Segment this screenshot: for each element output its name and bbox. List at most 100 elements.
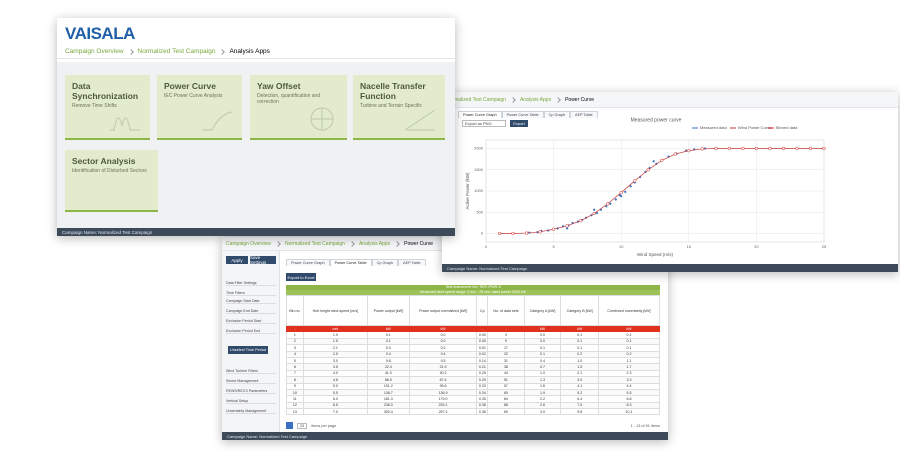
page-button[interactable]: [286, 422, 293, 429]
sidebar-item[interactable]: Data Filter Settings: [226, 281, 276, 286]
app-tile[interactable]: Nacelle Transfer Function Turbine and Ter…: [353, 75, 445, 140]
tab[interactable]: Cp Graph: [371, 259, 399, 266]
table-cell: 0.1: [523, 350, 562, 358]
crumb[interactable]: Normalized Test Campaign: [137, 48, 216, 55]
crumb: Power Curve: [565, 96, 594, 103]
tab[interactable]: Power Curve Graph: [458, 111, 502, 118]
x-tick-label: 0: [485, 244, 488, 249]
table-cell: 8.3: [597, 401, 660, 410]
bin-marker: [524, 231, 529, 235]
column-header: Category B [kW]: [560, 295, 599, 326]
sidebar-item[interactable]: Wind Turbine Filters: [226, 369, 276, 374]
sidebar-item[interactable]: REWS/RECS Parameters: [226, 389, 276, 394]
tab[interactable]: Cp Graph: [543, 111, 571, 118]
bin-marker: [660, 158, 664, 163]
tile-subtitle: Remove Time Shifts: [72, 103, 117, 109]
data-point: [565, 227, 569, 230]
units-row: - m/s kW kW - - kW kW kW: [286, 324, 660, 333]
sidebar-item[interactable]: Campaign End Date: [226, 309, 276, 314]
table-cell: 5.0: [302, 382, 368, 390]
crumb[interactable]: Normalized Test Campaign: [285, 240, 345, 247]
sidebar-item[interactable]: Exclusion Period End: [226, 329, 276, 334]
data-point: [609, 202, 612, 205]
chevron: [275, 240, 281, 247]
table-cell: 51: [487, 376, 525, 384]
sidebar: Apply Save Settings Data Filter Settings…: [222, 251, 280, 432]
y-tick-label: 1500: [474, 167, 484, 172]
table-cell: 1.6: [523, 382, 562, 390]
unselect-button[interactable]: Unselect Time Period: [228, 346, 268, 354]
chevron: [510, 96, 516, 103]
table-cell: 13: [286, 408, 304, 416]
table-cell: 3.5: [302, 363, 368, 371]
table-cell: 0.1: [597, 331, 660, 339]
tab[interactable]: Power Curve Table: [329, 259, 372, 266]
table-cell: 101.2: [366, 382, 410, 390]
table-cell: 300.4: [366, 408, 410, 416]
table-cell: 0.1: [366, 337, 410, 346]
tab[interactable]: Power Curve Table: [501, 111, 544, 118]
crumb: Analysis Apps: [229, 48, 270, 55]
crumb[interactable]: Campaign Overview: [65, 48, 124, 55]
table-row: 12 6.5 236.0 233.1 0.36 66 2.6 7.9 8.3: [286, 401, 660, 410]
sidebar-item[interactable]: Vertical Setup: [226, 399, 276, 404]
app-tile[interactable]: Data Synchronization Remove Time Shifts: [65, 75, 150, 140]
bin-marker: [646, 168, 650, 172]
tab[interactable]: AEP Table: [398, 259, 426, 266]
export-select[interactable]: Export as PNG: [462, 120, 506, 127]
table-cell: 5.5: [597, 388, 660, 397]
breadcrumb: Campaign Overview Normalized Test Campaig…: [57, 45, 455, 59]
tile-title: Yaw Offset: [257, 81, 301, 91]
export-button[interactable]: Export: [510, 120, 528, 127]
table-title: Test instrument Ver. REF-PWR-5: [286, 285, 660, 290]
tile-title: Power Curve: [164, 81, 216, 91]
table-row: 10 5.5 138.7 136.9 0.34 60 1.9 5.2 5.5: [286, 388, 660, 397]
table-cell: 60: [487, 388, 525, 397]
bin-marker: [619, 191, 623, 195]
export-excel-button[interactable]: Export to Excel: [286, 273, 316, 281]
crumb[interactable]: Campaign Overview: [226, 240, 272, 247]
table-cell: 0.4: [523, 356, 562, 365]
table-cell: 138.7: [366, 388, 410, 397]
tile-title: Nacelle Transfer Function: [360, 81, 426, 101]
save-button[interactable]: Save Settings: [250, 255, 276, 265]
column-header: Category A [kW]: [523, 295, 562, 326]
sidebar-item[interactable]: Sector Management: [226, 379, 276, 384]
table-cell: 0.0: [523, 337, 562, 346]
bin-marker: [687, 148, 691, 153]
crumb[interactable]: Analysis Apps: [519, 96, 552, 103]
tab[interactable]: AEP Table: [570, 111, 598, 118]
app-tile[interactable]: Yaw Offset Detection, quantification and …: [250, 75, 347, 140]
app-tile[interactable]: Power Curve IEC Power Curve Analysis: [157, 75, 242, 140]
bin-marker: [511, 231, 515, 236]
unit-cell: kW: [523, 324, 562, 333]
crumb[interactable]: Analysis Apps: [358, 240, 391, 247]
tile-icon: [110, 117, 140, 131]
crumb[interactable]: Normalized Test Campaign: [446, 96, 506, 103]
sidebar-item[interactable]: Time Filters: [226, 291, 276, 296]
data-point: [614, 198, 617, 201]
tab[interactable]: Power Curve Graph: [286, 259, 330, 266]
sidebar-item[interactable]: Uncertainty Management: [226, 409, 276, 414]
x-tick-label: 20: [754, 244, 759, 249]
sidebar-item[interactable]: Campaign Start Date: [226, 299, 276, 304]
per-page[interactable]: 25: [297, 422, 308, 429]
table-row: 6 3.5 22.4 21.9 0.21 38 0.7 1.5 1.7: [286, 363, 660, 371]
chevron: [555, 96, 561, 103]
x-tick-label: 25: [822, 244, 827, 249]
table-cell: 1.3: [523, 376, 562, 384]
sidebar-item[interactable]: Exclusion Period Start: [226, 319, 276, 324]
y-axis-label: Active Power (kW): [465, 172, 470, 210]
table-cell: 0.1: [597, 337, 660, 346]
apply-button[interactable]: Apply: [226, 256, 248, 264]
column-header: Combined uncertainty [kW]: [597, 295, 660, 326]
bin-marker: [606, 202, 610, 206]
table-row: 13 7.0 300.4 297.2 0.36 69 3.0 9.6 10.1: [286, 408, 660, 416]
tiles-area: Data Synchronization Remove Time Shifts Po…: [57, 62, 455, 228]
icon-path: [310, 107, 334, 131]
app-tile[interactable]: Sector Analysis Identification of Disturb…: [65, 150, 158, 212]
table-cell: 0.1: [366, 331, 410, 339]
y-tick-label: 0: [481, 231, 484, 236]
tile-icon: [202, 111, 233, 131]
